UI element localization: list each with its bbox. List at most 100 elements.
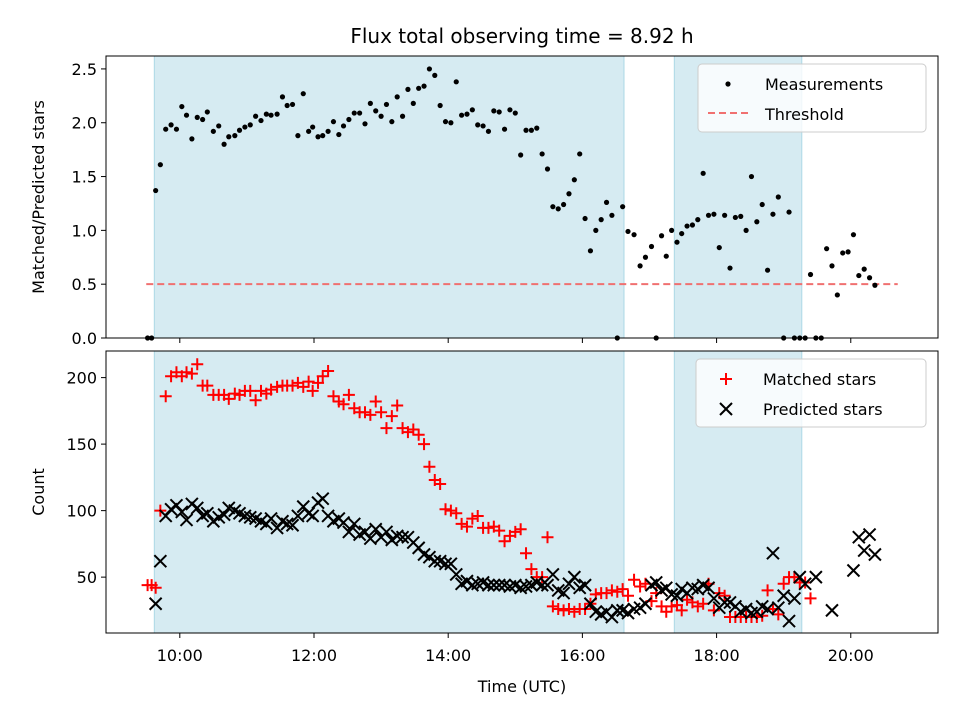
data-point	[364, 408, 377, 421]
data-point	[385, 410, 398, 423]
data-point	[850, 232, 857, 238]
data-point	[330, 119, 337, 125]
data-point	[577, 151, 583, 157]
y-axis-label: Matched/Predicted stars	[29, 100, 48, 294]
data-point	[546, 600, 559, 613]
data-point	[369, 395, 382, 408]
data-point	[777, 577, 790, 590]
data-point	[322, 364, 335, 377]
data-point	[544, 166, 551, 172]
data-point	[201, 379, 214, 392]
data-point	[622, 589, 635, 602]
data-point	[501, 126, 508, 132]
data-point	[450, 507, 463, 520]
data-point	[861, 266, 867, 272]
data-point	[546, 567, 560, 582]
plot-frame	[105, 55, 939, 339]
data-point	[373, 108, 379, 114]
data-point	[183, 112, 190, 118]
data-point	[221, 141, 227, 147]
data-point	[168, 122, 174, 128]
data-point	[434, 478, 447, 491]
data-point	[695, 217, 701, 223]
data-point	[428, 554, 442, 568]
data-point	[340, 123, 347, 129]
data-point	[401, 426, 414, 439]
data-point	[507, 107, 513, 113]
data-point	[157, 162, 163, 168]
data-point	[689, 222, 696, 228]
data-point	[471, 509, 484, 522]
data-point	[274, 111, 280, 117]
data-point	[159, 390, 172, 403]
data-point	[674, 239, 680, 245]
data-point	[249, 394, 262, 407]
data-point	[449, 567, 463, 582]
data-point	[492, 578, 506, 592]
data-point	[600, 587, 613, 600]
data-point	[285, 518, 300, 532]
data-point	[862, 527, 877, 542]
data-point	[325, 128, 331, 134]
data-point	[512, 110, 518, 116]
data-point	[582, 215, 588, 222]
data-point	[312, 376, 325, 389]
data-point	[475, 122, 481, 128]
data-point	[567, 570, 582, 584]
data-point	[363, 531, 378, 546]
data-point	[782, 614, 796, 628]
data-point	[412, 428, 425, 441]
data-point	[491, 108, 497, 114]
data-point	[711, 211, 717, 217]
data-point	[754, 219, 760, 225]
data-point	[520, 547, 533, 560]
data-point	[173, 126, 180, 132]
legend-top-frame	[697, 63, 927, 133]
top-panel: 0.0 0.5 1.0 1.5 2.0 2.5 Matched/Predicted star…	[29, 55, 939, 348]
data-point	[358, 406, 371, 419]
data-point	[367, 100, 373, 106]
data-point	[775, 194, 781, 200]
data-point	[437, 102, 443, 109]
data-point	[200, 506, 215, 520]
data-point	[840, 250, 846, 256]
data-point	[845, 249, 851, 255]
data-point	[514, 523, 527, 536]
data-point	[153, 554, 168, 568]
data-point	[185, 367, 198, 380]
data-point	[286, 379, 299, 392]
data-point	[378, 113, 384, 119]
data-point	[399, 113, 406, 119]
data-point	[571, 177, 577, 183]
data-point	[191, 358, 204, 371]
data-point	[866, 275, 873, 281]
data-point	[316, 491, 330, 506]
data-point	[634, 580, 647, 593]
data-point	[528, 127, 534, 133]
data-point	[316, 370, 329, 383]
data-point	[556, 586, 571, 600]
data-point	[834, 292, 840, 298]
data-point	[625, 228, 631, 235]
data-point	[846, 563, 861, 578]
data-point	[416, 85, 422, 91]
data-point	[320, 133, 326, 139]
y-tick-label: 2.5	[72, 60, 97, 79]
data-point	[153, 187, 159, 194]
data-point	[254, 384, 267, 397]
data-point	[541, 531, 554, 544]
data-point	[776, 589, 791, 603]
data-point	[609, 212, 615, 218]
data-point	[232, 133, 238, 139]
data-point	[872, 282, 878, 288]
data-point	[766, 546, 780, 560]
data-point	[466, 512, 479, 525]
data-point	[149, 581, 162, 594]
data-point	[459, 112, 465, 118]
y-tick-label: 1.0	[72, 221, 97, 240]
data-point	[857, 543, 871, 558]
data-point	[691, 600, 704, 613]
data-point	[642, 254, 649, 260]
legend-measurements-label: Measurements	[765, 75, 883, 94]
